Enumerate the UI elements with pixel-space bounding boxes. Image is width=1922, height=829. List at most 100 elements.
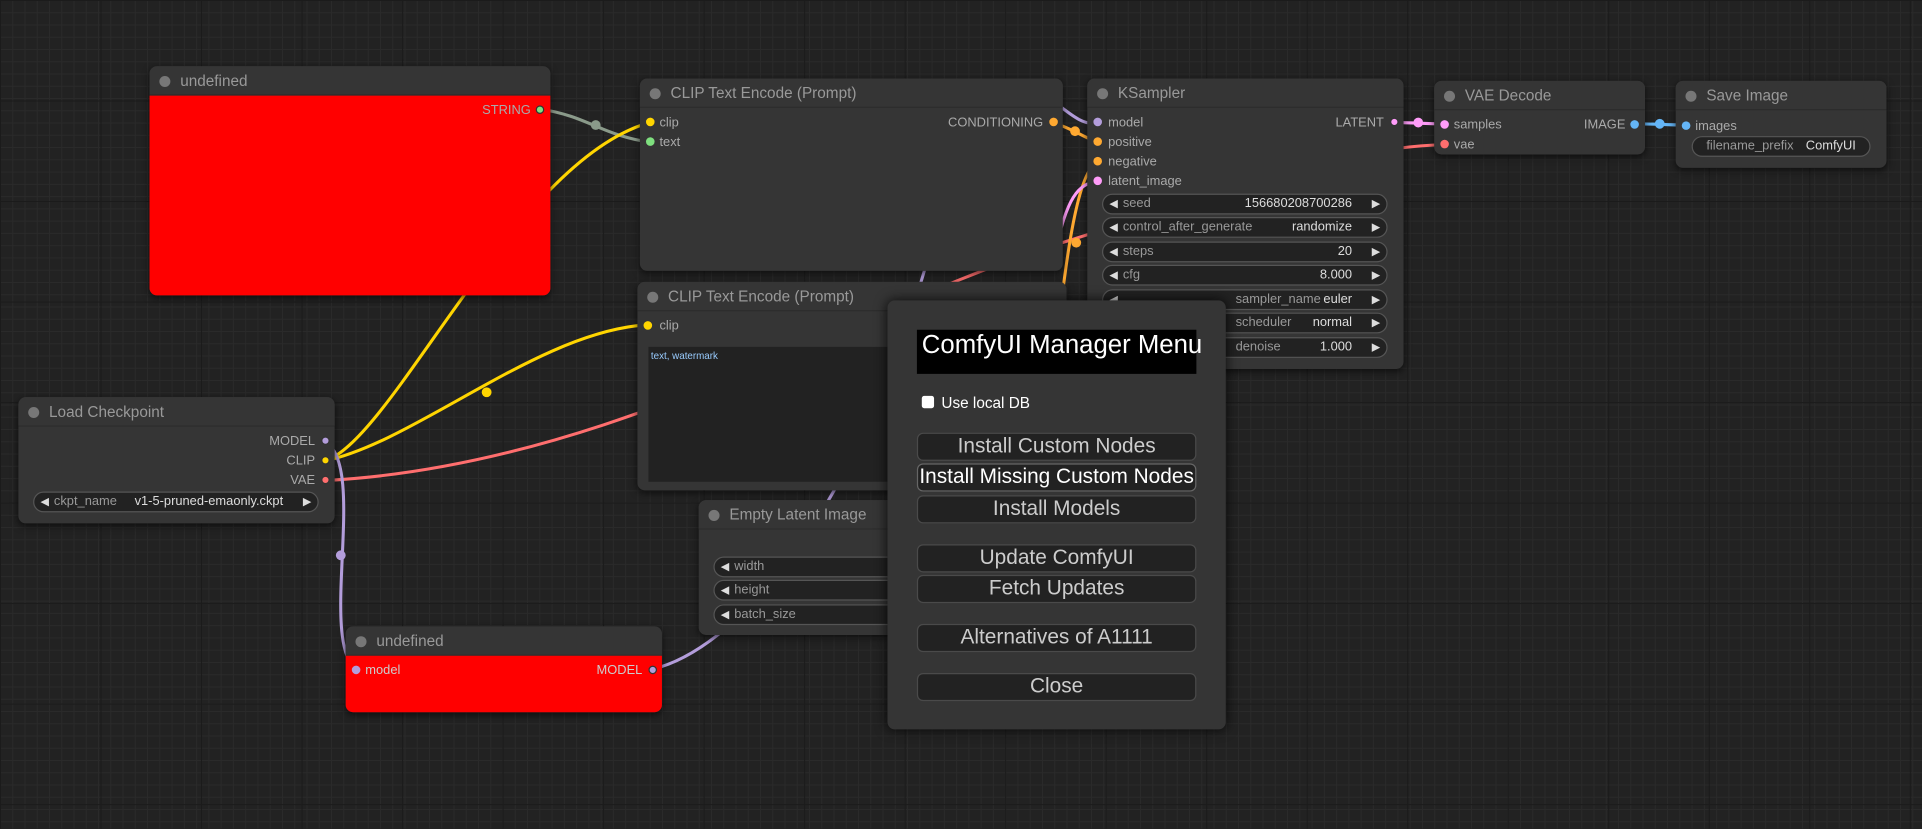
input-images: images [1695,118,1737,134]
wire-reroute-dot [1654,118,1665,129]
widget-value: 1.000 [1319,339,1353,355]
string-output-dot[interactable] [535,105,545,114]
input-model: model [1108,115,1144,130]
model-input-dot[interactable] [1093,117,1102,127]
node-load-checkpoint[interactable]: Load Checkpoint MODEL CLIP VAE ◀ ckpt_nam… [18,397,335,524]
use-local-db-checkbox[interactable] [921,395,935,409]
install-custom-nodes-button[interactable]: Install Custom Nodes [916,432,1197,461]
input-negative: negative [1108,154,1157,170]
widget-value: v1-5-pruned-emaonly.ckpt [134,493,284,509]
decrement-icon[interactable]: ◀ [720,583,730,596]
widget-seed[interactable]: ◀ seed 156680208700286 ▶ [1101,193,1388,215]
input-clip: clip [659,115,679,130]
widget-value: 20 [1337,243,1353,259]
increment-icon[interactable]: ▶ [1371,340,1381,354]
widget-control-after-generate[interactable]: ◀ control_after_generate randomize ▶ [1101,216,1388,238]
decrement-icon[interactable]: ◀ [1109,292,1118,306]
vae-output-dot[interactable] [321,475,330,485]
wire-reroute-dot [481,387,492,398]
increment-icon[interactable]: ▶ [1371,245,1381,258]
widget-filename-prefix[interactable]: filename_prefix ComfyUI [1691,136,1871,157]
image-output-dot[interactable] [1630,120,1639,129]
widget-label: filename_prefix [1706,138,1794,154]
increment-icon[interactable]: ▶ [1371,220,1381,233]
clip-output-dot[interactable] [321,455,330,465]
widget-cfg[interactable]: ◀ cfg 8.000 ▶ [1101,264,1388,286]
node-undefined-model[interactable]: undefined model MODEL [345,626,662,713]
widget-value: randomize [1291,219,1353,235]
wire-reroute-dot [590,120,601,130]
widget-value: ComfyUI [1805,138,1856,154]
wire-reroute-dot [1070,126,1080,137]
widget-width[interactable]: ◀ width [713,556,920,578]
node-undefined-string[interactable]: undefined STRING [149,66,551,296]
fetch-updates-button[interactable]: Fetch Updates [916,574,1197,604]
decrement-icon[interactable]: ◀ [1109,220,1118,233]
widget-label: batch_size [734,606,796,622]
decrement-icon[interactable]: ◀ [1109,197,1118,210]
latent-output-dot[interactable] [1390,117,1399,127]
increment-icon[interactable]: ▶ [1371,197,1381,210]
output-vae: VAE [290,473,316,488]
widget-height[interactable]: ◀ height [713,579,920,601]
error-body [345,655,662,713]
widget-label: ckpt_name [53,493,117,509]
node-title: KSampler [1087,78,1404,108]
decrement-icon[interactable]: ◀ [720,607,730,621]
conditioning-output-dot[interactable] [1049,117,1058,127]
menu-title: ComfyUI Manager Menu [916,329,1202,374]
close-button[interactable]: Close [916,672,1197,702]
model-output-dot[interactable] [321,436,330,445]
images-input-dot[interactable] [1681,121,1691,130]
increment-icon[interactable]: ▶ [302,495,312,508]
node-clip-text-encode-positive[interactable]: CLIP Text Encode (Prompt) clip text COND… [639,78,1063,271]
comfyui-manager-menu: ComfyUI Manager Menu Use local DB Instal… [887,300,1226,730]
widget-ckpt-name[interactable]: ◀ ckpt_name v1-5-pruned-emaonly.ckpt ▶ [33,491,319,513]
output-clip: CLIP [286,453,316,469]
increment-icon[interactable]: ▶ [1371,316,1381,329]
widget-label: steps [1122,243,1154,259]
node-title: CLIP Text Encode (Prompt) [639,78,1063,108]
input-model: model [365,663,401,678]
widget-label: height [734,582,770,597]
vae-input-dot[interactable] [1440,139,1449,149]
output-string[interactable]: STRING [482,102,531,118]
widget-label: control_after_generate [1122,219,1253,235]
negative-input-dot[interactable] [1093,156,1102,166]
node-save-image[interactable]: Save Image images filename_prefix ComfyUI [1675,80,1887,168]
node-vae-decode[interactable]: VAE Decode samples vae IMAGE [1434,80,1646,155]
error-body [149,95,551,296]
install-missing-custom-nodes-button[interactable]: Install Missing Custom Nodes [916,463,1197,492]
decrement-icon[interactable]: ◀ [1109,268,1118,281]
widget-steps[interactable]: ◀ steps 20 ▶ [1101,241,1388,263]
increment-icon[interactable]: ▶ [1371,292,1381,306]
output-model: MODEL [596,663,643,678]
alternatives-of-a1111-button[interactable]: Alternatives of A1111 [916,623,1197,653]
use-local-db-label[interactable]: Use local DB [941,394,1030,412]
input-vae: vae [1453,137,1475,152]
widget-label: width [734,558,765,574]
decrement-icon[interactable]: ◀ [1109,245,1118,258]
clip-input-dot[interactable] [643,321,653,330]
increment-icon[interactable]: ▶ [1371,268,1381,281]
decrement-icon[interactable]: ◀ [720,560,730,573]
widget-batch-size[interactable]: ◀ batch_size [713,604,920,626]
clip-input-dot[interactable] [645,117,655,127]
model-input-dot[interactable] [351,665,361,675]
decrement-icon[interactable]: ◀ [40,495,49,508]
node-empty-latent-image[interactable]: Empty Latent Image ◀ width ◀ height ◀ batch… [698,500,920,635]
input-text: text [659,134,681,150]
text-input-dot[interactable] [645,137,655,146]
wire-clip-1 [324,121,651,463]
latent-image-input-dot[interactable] [1093,176,1102,186]
wire-clip-2 [324,323,648,463]
install-models-button[interactable]: Install Models [916,495,1197,524]
widget-value: 156680208700286 [1244,196,1353,211]
node-title: Load Checkpoint [18,397,335,427]
positive-input-dot[interactable] [1093,137,1102,146]
samples-input-dot[interactable] [1440,120,1449,129]
input-samples: samples [1453,117,1502,133]
update-comfyui-button[interactable]: Update ComfyUI [916,544,1197,573]
model-output-dot[interactable] [648,665,658,675]
